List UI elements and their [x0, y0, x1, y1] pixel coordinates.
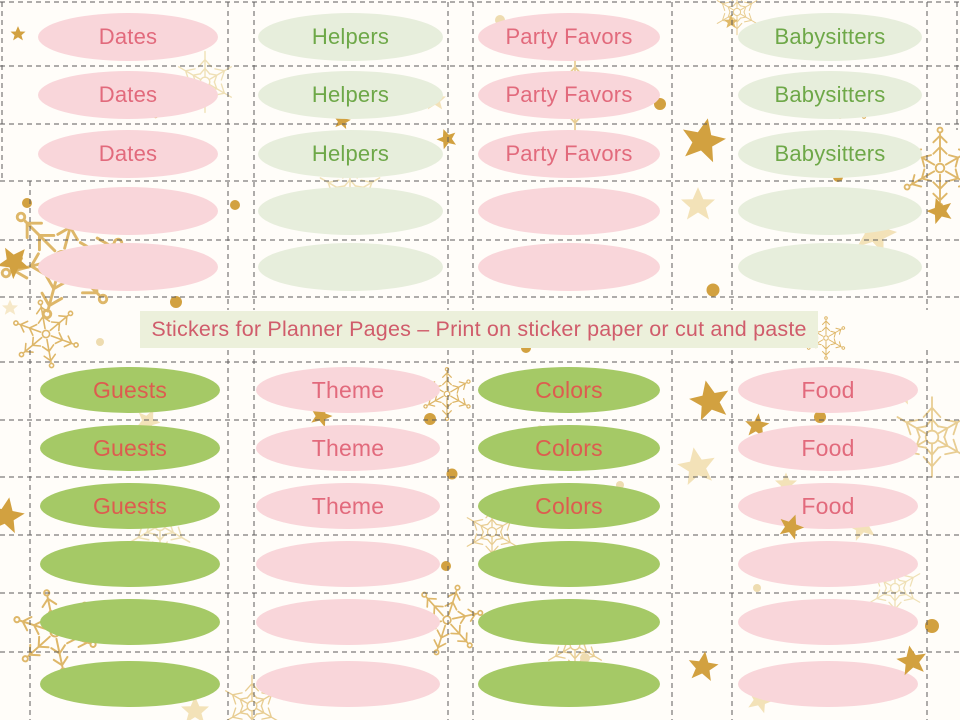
sticker-label: Helpers: [311, 141, 390, 166]
sticker-oval-babysitters: Babysitters: [738, 13, 922, 61]
sticker-label: Party Favors: [505, 82, 633, 107]
sticker-label: Dates: [98, 24, 158, 49]
sticker-label: Helpers: [311, 82, 390, 107]
title-banner-text: Stickers for Planner Pages – Print on st…: [151, 317, 807, 341]
sticker-label: Theme: [311, 434, 385, 461]
sticker-oval-guests: Guests: [40, 367, 220, 413]
sticker-oval-party-favors: Party Favors: [478, 13, 660, 61]
sticker-label: Colors: [535, 376, 603, 403]
sticker-label: Dates: [98, 141, 158, 166]
sticker-oval-blank: [478, 187, 660, 235]
sticker-oval-colors: Colors: [478, 367, 660, 413]
sticker-oval-food: Food: [738, 367, 918, 413]
sticker-label: Babysitters: [774, 141, 886, 166]
sticker-oval-blank: [258, 187, 443, 235]
sticker-oval-dates: Dates: [38, 130, 218, 178]
sticker-label: Guests: [92, 434, 168, 461]
sticker-label: Food: [801, 434, 855, 461]
sticker-label: Dates: [98, 82, 158, 107]
sticker-oval-blank: [40, 661, 220, 707]
sticker-oval-blank: [258, 243, 443, 291]
sticker-oval-blank: [738, 187, 922, 235]
sticker-oval-blank: [256, 599, 440, 645]
sticker-oval-theme: Theme: [256, 425, 440, 471]
sticker-oval-guests: Guests: [40, 483, 220, 529]
sticker-oval-helpers: Helpers: [258, 13, 443, 61]
sticker-oval-blank: [40, 599, 220, 645]
sticker-oval-party-favors: Party Favors: [478, 130, 660, 178]
sticker-oval-helpers: Helpers: [258, 71, 443, 119]
sticker-oval-blank: [40, 541, 220, 587]
sticker-label: Food: [801, 376, 855, 403]
sticker-label: Helpers: [311, 24, 390, 49]
sticker-oval-blank: [256, 661, 440, 707]
sticker-oval-blank: [38, 187, 218, 235]
sticker-oval-dates: Dates: [38, 13, 218, 61]
sticker-oval-theme: Theme: [256, 367, 440, 413]
sticker-oval-blank: [738, 541, 918, 587]
sticker-oval-helpers: Helpers: [258, 130, 443, 178]
sticker-label: Colors: [535, 492, 603, 519]
sticker-oval-blank: [478, 243, 660, 291]
title-banner: Stickers for Planner Pages – Print on st…: [140, 311, 818, 348]
sticker-oval-blank: [478, 541, 660, 587]
sticker-label: Guests: [92, 376, 168, 403]
sticker-label: Theme: [311, 492, 385, 519]
sticker-label: Babysitters: [774, 24, 886, 49]
sticker-oval-blank: [478, 661, 660, 707]
sticker-label: Party Favors: [505, 141, 633, 166]
sticker-oval-colors: Colors: [478, 483, 660, 529]
sticker-oval-food: Food: [738, 425, 918, 471]
sticker-label: Theme: [311, 376, 385, 403]
sticker-oval-blank: [738, 661, 918, 707]
sticker-oval-blank: [38, 243, 218, 291]
sticker-oval-babysitters: Babysitters: [738, 71, 922, 119]
sticker-oval-blank: [738, 599, 918, 645]
sticker-oval-party-favors: Party Favors: [478, 71, 660, 119]
sticker-label: Babysitters: [774, 82, 886, 107]
sticker-oval-theme: Theme: [256, 483, 440, 529]
sticker-oval-colors: Colors: [478, 425, 660, 471]
sticker-oval-blank: [256, 541, 440, 587]
sticker-oval-blank: [738, 243, 922, 291]
sticker-oval-babysitters: Babysitters: [738, 130, 922, 178]
sticker-label: Guests: [92, 492, 168, 519]
sticker-oval-guests: Guests: [40, 425, 220, 471]
sticker-label: Party Favors: [505, 24, 633, 49]
sticker-oval-dates: Dates: [38, 71, 218, 119]
sticker-oval-food: Food: [738, 483, 918, 529]
sticker-oval-blank: [478, 599, 660, 645]
sticker-label: Food: [801, 492, 855, 519]
sticker-label: Colors: [535, 434, 603, 461]
